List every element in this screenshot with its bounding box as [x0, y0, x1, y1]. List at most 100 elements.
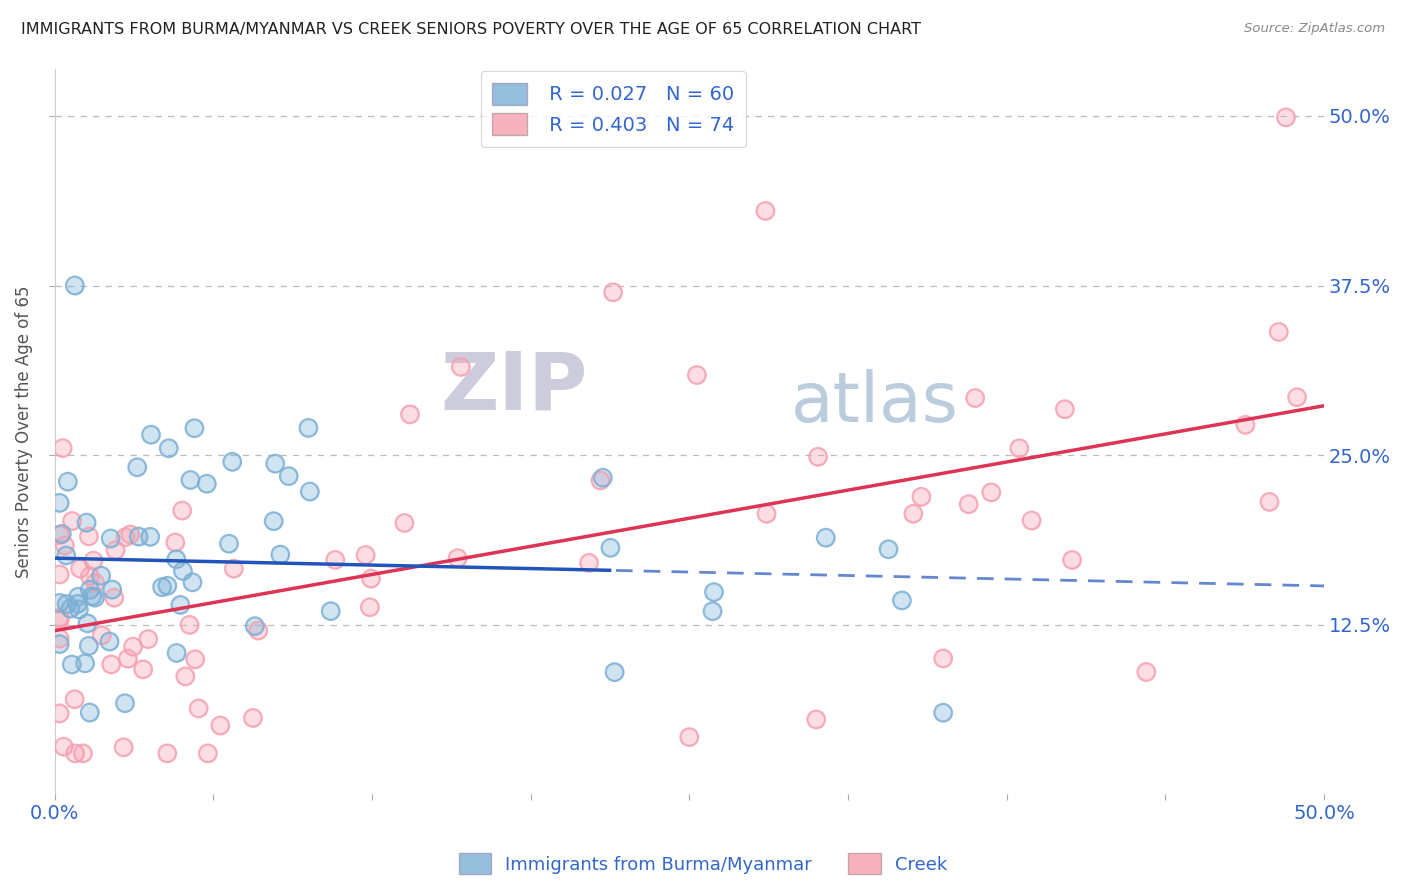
- Point: [703, 585, 725, 599]
- Point: [104, 543, 127, 558]
- Point: [179, 618, 201, 632]
- Point: [319, 604, 342, 618]
- Point: [172, 503, 194, 517]
- Point: [1267, 325, 1289, 339]
- Point: [77, 529, 100, 543]
- Point: [1286, 390, 1309, 404]
- Point: [360, 572, 382, 586]
- Point: [48, 496, 70, 510]
- Point: [84, 591, 107, 605]
- Point: [79, 582, 101, 597]
- Point: [48, 706, 70, 721]
- Point: [1053, 402, 1076, 417]
- Point: [117, 651, 139, 665]
- Point: [82, 589, 104, 603]
- Point: [112, 740, 135, 755]
- Point: [247, 624, 270, 638]
- Point: [120, 527, 142, 541]
- Point: [77, 529, 100, 543]
- Point: [48, 610, 70, 624]
- Point: [903, 507, 925, 521]
- Point: [84, 575, 107, 590]
- Point: [55, 549, 77, 563]
- Point: [243, 619, 266, 633]
- Point: [264, 457, 287, 471]
- Point: [450, 359, 472, 374]
- Point: [139, 530, 162, 544]
- Point: [48, 610, 70, 624]
- Point: [84, 575, 107, 590]
- Point: [354, 548, 377, 562]
- Point: [179, 473, 201, 487]
- Point: [114, 530, 136, 544]
- Point: [82, 589, 104, 603]
- Point: [602, 285, 624, 300]
- Point: [890, 593, 912, 607]
- Point: [890, 593, 912, 607]
- Point: [1021, 514, 1043, 528]
- Point: [957, 497, 980, 511]
- Point: [48, 528, 70, 542]
- Point: [48, 496, 70, 510]
- Point: [686, 368, 709, 382]
- Point: [90, 568, 112, 582]
- Point: [60, 514, 83, 528]
- Point: [903, 507, 925, 521]
- Point: [165, 535, 187, 549]
- Point: [48, 528, 70, 542]
- Point: [48, 567, 70, 582]
- Point: [702, 604, 724, 618]
- Point: [209, 718, 232, 732]
- Point: [76, 516, 98, 530]
- Point: [76, 616, 98, 631]
- Point: [55, 597, 77, 611]
- Point: [354, 548, 377, 562]
- Point: [112, 740, 135, 755]
- Point: [298, 484, 321, 499]
- Point: [90, 568, 112, 582]
- Point: [360, 572, 382, 586]
- Point: [165, 535, 187, 549]
- Point: [172, 564, 194, 578]
- Point: [932, 651, 955, 665]
- Point: [63, 747, 86, 761]
- Point: [67, 602, 90, 616]
- Point: [209, 718, 232, 732]
- Point: [55, 549, 77, 563]
- Point: [66, 597, 89, 611]
- Point: [79, 582, 101, 597]
- Point: [63, 692, 86, 706]
- Point: [1258, 495, 1281, 509]
- Point: [48, 596, 70, 610]
- Point: [48, 637, 70, 651]
- Point: [221, 455, 243, 469]
- Point: [66, 597, 89, 611]
- Point: [52, 739, 75, 754]
- Point: [100, 532, 122, 546]
- Point: [263, 514, 285, 528]
- Point: [166, 646, 188, 660]
- Point: [63, 278, 86, 293]
- Point: [599, 541, 621, 555]
- Point: [100, 657, 122, 672]
- Point: [247, 624, 270, 638]
- Point: [1135, 665, 1157, 679]
- Point: [67, 590, 90, 604]
- Point: [578, 556, 600, 570]
- Point: [602, 285, 624, 300]
- Point: [1286, 390, 1309, 404]
- Point: [122, 640, 145, 654]
- Point: [242, 711, 264, 725]
- Point: [84, 591, 107, 605]
- Text: atlas: atlas: [790, 368, 959, 436]
- Point: [264, 457, 287, 471]
- Point: [323, 553, 346, 567]
- Point: [1234, 417, 1257, 432]
- Point: [195, 476, 218, 491]
- Point: [75, 657, 97, 671]
- Point: [910, 490, 932, 504]
- Point: [578, 556, 600, 570]
- Point: [450, 359, 472, 374]
- Point: [807, 450, 830, 464]
- Point: [702, 604, 724, 618]
